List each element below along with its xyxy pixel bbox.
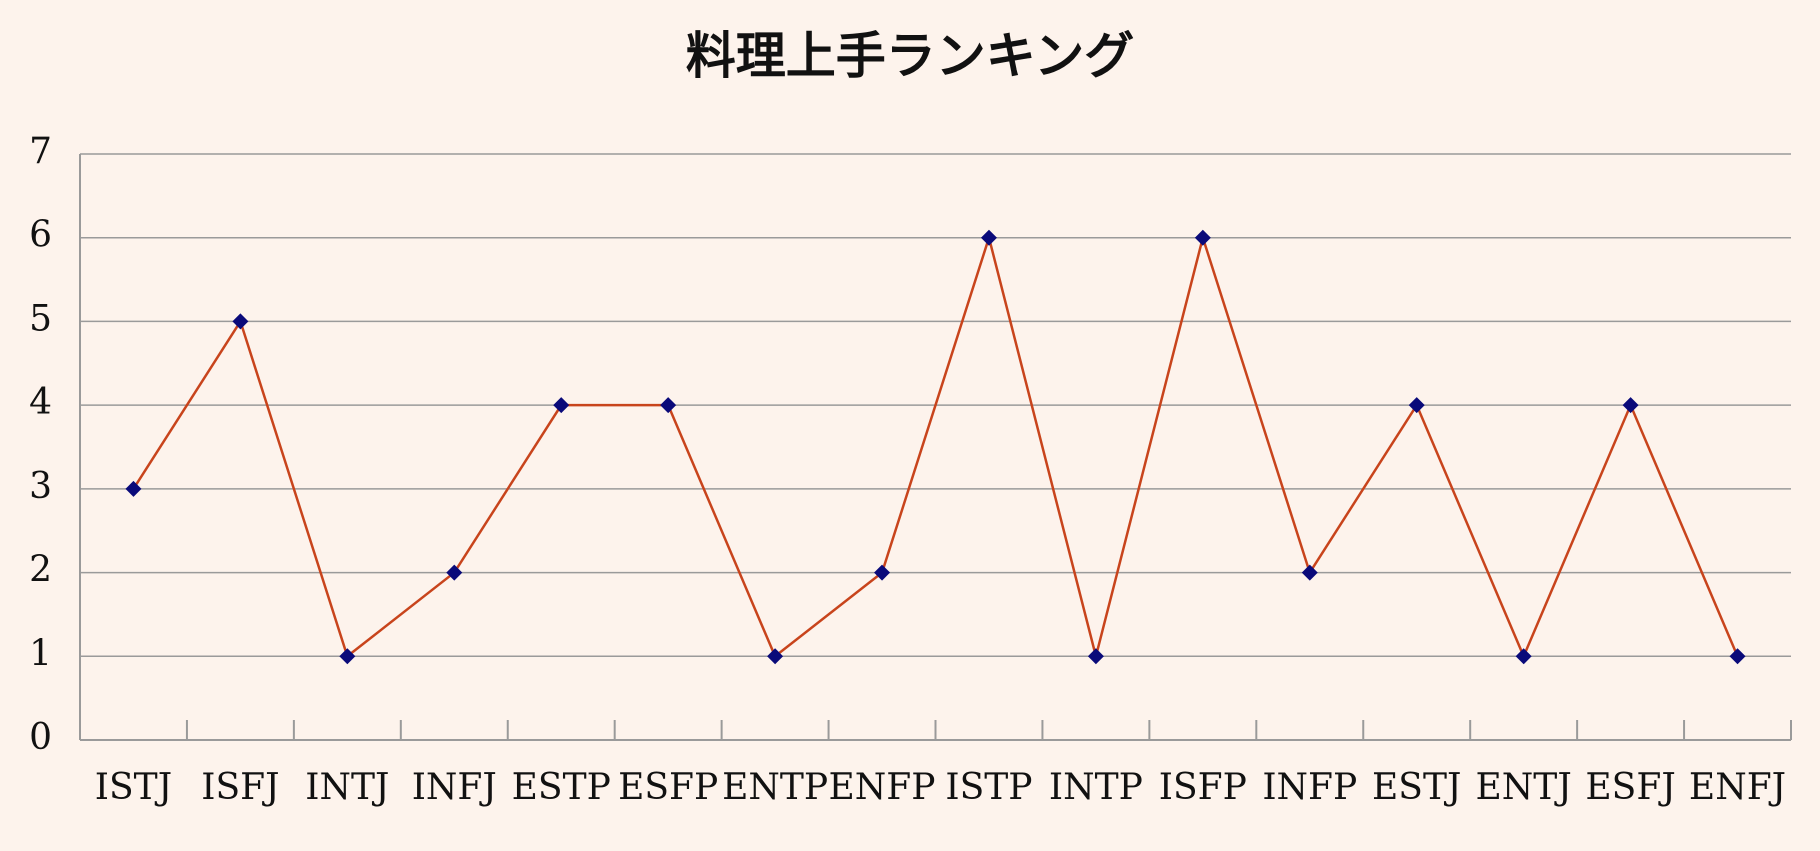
x-tick-label: ENTJ (1476, 767, 1572, 808)
data-marker (1301, 564, 1318, 581)
data-marker (446, 564, 463, 581)
data-marker (1515, 648, 1532, 665)
y-tick-label: 5 (29, 298, 52, 339)
y-tick-label: 1 (29, 633, 52, 674)
x-tick-label: ISTJ (95, 767, 172, 808)
y-tick-label: 4 (29, 382, 52, 423)
x-tick-label: ENFJ (1689, 767, 1786, 808)
y-tick-label: 0 (29, 717, 52, 758)
data-marker (1729, 648, 1746, 665)
x-tick-label: ISFJ (201, 767, 279, 808)
y-tick-label: 6 (29, 215, 52, 256)
data-marker (660, 397, 677, 414)
x-tick-label: INTP (1049, 767, 1143, 808)
data-marker (1087, 648, 1104, 665)
data-marker (1408, 397, 1425, 414)
x-tick-label: ESTP (512, 767, 611, 808)
data-marker (767, 648, 784, 665)
x-tick-label: INTJ (305, 767, 389, 808)
x-tick-label: ISFP (1159, 767, 1247, 808)
x-tick-label: ENTP (722, 767, 828, 808)
x-tick-label: ESFJ (1585, 767, 1675, 808)
data-line (132, 233, 1739, 660)
data-marker (1194, 229, 1211, 246)
data-marker (1622, 397, 1639, 414)
data-marker (874, 564, 891, 581)
data-marker (232, 313, 249, 330)
data-marker (339, 648, 356, 665)
x-tick-label: ISTP (945, 767, 1032, 808)
data-marker (125, 480, 142, 497)
data-marker (553, 397, 570, 414)
x-tick-label: ESFP (618, 767, 718, 808)
x-tick-label: INFJ (412, 767, 497, 808)
y-tick-label: 7 (29, 131, 52, 172)
x-tick-label: ESTJ (1372, 767, 1461, 808)
chart-title: 料理上手ランキング (686, 26, 1135, 85)
x-tick-label: ENFP (829, 767, 936, 808)
y-tick-label: 2 (29, 550, 52, 591)
y-tick-label: 3 (29, 466, 52, 507)
x-tick-label: INFP (1262, 767, 1357, 808)
data-marker (980, 229, 997, 246)
